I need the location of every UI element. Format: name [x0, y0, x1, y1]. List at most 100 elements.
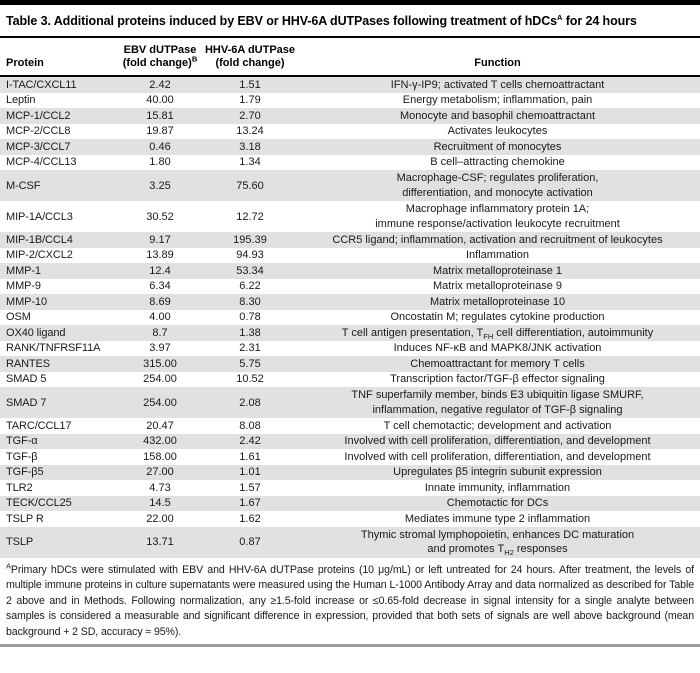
cell-function: Macrophage-CSF; regulates proliferation,…: [300, 171, 700, 200]
cell-function-line: Involved with cell proliferation, differ…: [344, 435, 651, 447]
cell-function-line: Oncostatin M; regulates cytokine product…: [390, 311, 605, 323]
cell-function: Monocyte and basophil chemoattractant: [300, 109, 700, 124]
cell-protein: SMAD 5: [6, 373, 47, 386]
cell-ebv-fold-change: 13.71: [146, 536, 174, 548]
cell-function: Recruitment of monocytes: [300, 140, 700, 155]
cell-protein: MMP-9: [6, 280, 41, 293]
cell-protein: MCP-3/CCL7: [6, 140, 71, 153]
cell-function-line: T cell chemotactic; development and acti…: [383, 419, 612, 432]
cell-function-line: Upregulates β5 integrin subunit expressi…: [393, 466, 602, 478]
table-row: TSLP 13.71 0.87 Thymic stromal lymphopoieti…: [0, 526, 700, 558]
cell-function: Matrix metalloproteinase 1: [300, 264, 700, 279]
cell-ebv-fold-change: 40.00: [146, 94, 174, 107]
table-row: MIP-2/CXCL2 13.89 94.93 Inflammation: [0, 248, 700, 264]
cell-hhv6a-fold-change: 1.51: [239, 78, 261, 91]
cell-function-line: T cell antigen presentation, TFH cell di…: [341, 326, 654, 341]
cell-protein: MCP-2/CCL8: [6, 125, 71, 138]
cell-hhv6a-fold-change: 1.57: [239, 481, 261, 494]
cell-function: T cell chemotactic; development and acti…: [300, 419, 700, 434]
cell-hhv6a-fold-change: 12.72: [236, 210, 264, 223]
cell-ebv-fold-change: 12.4: [149, 264, 171, 277]
cell-function: Chemotactic for DCs: [300, 496, 700, 511]
table-footnote: APrimary hDCs were stimulated with EBV a…: [0, 558, 700, 641]
header-ebv-superscript: B: [191, 54, 198, 64]
cell-protein: MCP-4/CCL13: [6, 156, 77, 169]
cell-function-line: Chemotactic for DCs: [446, 497, 549, 509]
cell-function-line: Thymic stromal lymphopoietin, enhances D…: [360, 528, 635, 541]
cell-function-line: Mediates immune type 2 inflammation: [404, 512, 591, 525]
cell-function: Chemoattractant for memory T cells: [300, 357, 700, 372]
table-row: OX40 ligand 8.7 1.38 T cell antigen present…: [0, 325, 700, 341]
cell-hhv6a-fold-change: 8.30: [239, 295, 261, 308]
cell-function: Inflammation: [300, 248, 700, 263]
cell-function-line: Involved with cell proliferation, differ…: [344, 450, 651, 463]
cell-protein: TGF-α: [6, 435, 38, 448]
table-title-superscript: A: [557, 12, 563, 22]
header-hhv-line1: HHV-6A dUTPase: [204, 43, 296, 56]
cell-function-line: Energy metabolism; inflammation, pain: [402, 94, 593, 106]
title-divider-rule: [0, 36, 700, 38]
header-ebv-line2: (fold change)B: [122, 54, 198, 69]
cell-function: Involved with cell proliferation, differ…: [300, 434, 700, 449]
cell-ebv-fold-change: 19.87: [146, 125, 174, 138]
table-bottom-border: [0, 644, 700, 648]
table-row: MIP-1B/CCL4 9.17 195.39 CCR5 ligand; inflam…: [0, 232, 700, 248]
cell-ebv-fold-change: 4.73: [149, 481, 171, 494]
cell-function: Oncostatin M; regulates cytokine product…: [300, 310, 700, 325]
table-row: TGF-α 432.00 2.42 Involved with cell prolif…: [0, 433, 700, 449]
cell-hhv6a-fold-change: 1.67: [239, 497, 261, 510]
cell-protein: MIP-2/CXCL2: [6, 249, 73, 262]
cell-hhv6a-fold-change: 1.62: [239, 512, 261, 525]
cell-function-line: Inflammation: [466, 249, 529, 261]
cell-function: CCR5 ligand; inflammation, activation an…: [300, 233, 700, 248]
cell-function-line: Transcription factor/TGF-β effector sign…: [390, 373, 605, 385]
cell-hhv6a-fold-change: 1.01: [239, 466, 261, 479]
table-row: MCP-1/CCL2 15.81 2.70 Monocyte and basophil…: [0, 108, 700, 124]
cell-function: Innate immunity, inflammation: [300, 481, 700, 496]
cell-ebv-fold-change: 2.42: [149, 78, 171, 91]
footnote-superscript: A: [6, 560, 11, 570]
table-title-text: Table 3. Additional proteins induced by …: [6, 14, 637, 28]
table-top-border: [0, 0, 700, 5]
table-row: TGF-β5 27.00 1.01 Upregulates β5 integrin s…: [0, 464, 700, 480]
table-header-row: Protein EBV dUTPase (fold change)B HHV-6…: [0, 38, 700, 75]
cell-protein: TGF-β: [6, 450, 38, 463]
cell-ebv-fold-change: 0.46: [149, 140, 171, 153]
table-row: MCP-2/CCL8 19.87 13.24 Activates leukocytes: [0, 124, 700, 140]
cell-function-line: Macrophage inflammatory protein 1A;: [405, 203, 590, 215]
cell-hhv6a-fold-change: 13.24: [236, 125, 264, 138]
cell-function-line: IFN-γ-IP9; activated T cells chemoattrac…: [390, 78, 605, 91]
table-row: RANTES 315.00 5.75 Chemoattractant for memo…: [0, 356, 700, 372]
cell-ebv-fold-change: 1.80: [149, 156, 171, 169]
cell-ebv-fold-change: 20.47: [146, 419, 174, 432]
header-protein: Protein: [6, 57, 44, 69]
cell-hhv6a-fold-change: 6.22: [239, 280, 261, 293]
cell-protein: I-TAC/CXCL11: [6, 78, 77, 91]
footnote-text: Primary hDCs were stimulated with EBV an…: [6, 563, 694, 638]
table-title: Table 3. Additional proteins induced by …: [0, 5, 700, 36]
cell-hhv6a-fold-change: 1.79: [239, 94, 261, 107]
table-row: SMAD 7 254.00 2.08 TNF superfamily member, …: [0, 387, 700, 418]
table-row: MMP-9 6.34 6.22 Matrix metalloproteinase 9: [0, 279, 700, 295]
cell-protein: OX40 ligand: [6, 326, 66, 339]
cell-function: Matrix metalloproteinase 10: [300, 295, 700, 310]
cell-protein: TGF-β5: [6, 466, 44, 479]
cell-function-line: and promotes TH2 responses: [427, 543, 568, 558]
cell-function: Energy metabolism; inflammation, pain: [300, 93, 700, 108]
cell-protein: MCP-1/CCL2: [6, 109, 71, 122]
cell-protein: Leptin: [6, 94, 36, 107]
table-row: SMAD 5 254.00 10.52 Transcription factor/TG…: [0, 372, 700, 388]
cell-ebv-fold-change: 6.34: [149, 280, 171, 293]
cell-ebv-fold-change: 15.81: [146, 109, 174, 122]
table-row: OSM 4.00 0.78 Oncostatin M; regulates cytok…: [0, 310, 700, 326]
table-row: MIP-1A/CCL3 30.52 12.72 Macrophage inflamma…: [0, 201, 700, 232]
cell-protein: RANK/TNFRSF11A: [6, 342, 101, 355]
cell-function-line: Matrix metalloproteinase 1: [432, 264, 562, 277]
cell-ebv-fold-change: 30.52: [146, 210, 174, 223]
cell-function-line: Innate immunity, inflammation: [424, 481, 571, 494]
cell-ebv-fold-change: 8.7: [152, 326, 168, 339]
cell-hhv6a-fold-change: 1.61: [239, 450, 261, 463]
cell-function-line: Matrix metalloproteinase 10: [429, 295, 566, 308]
cell-protein: TLR2: [6, 481, 33, 494]
header-function: Function: [474, 57, 521, 69]
